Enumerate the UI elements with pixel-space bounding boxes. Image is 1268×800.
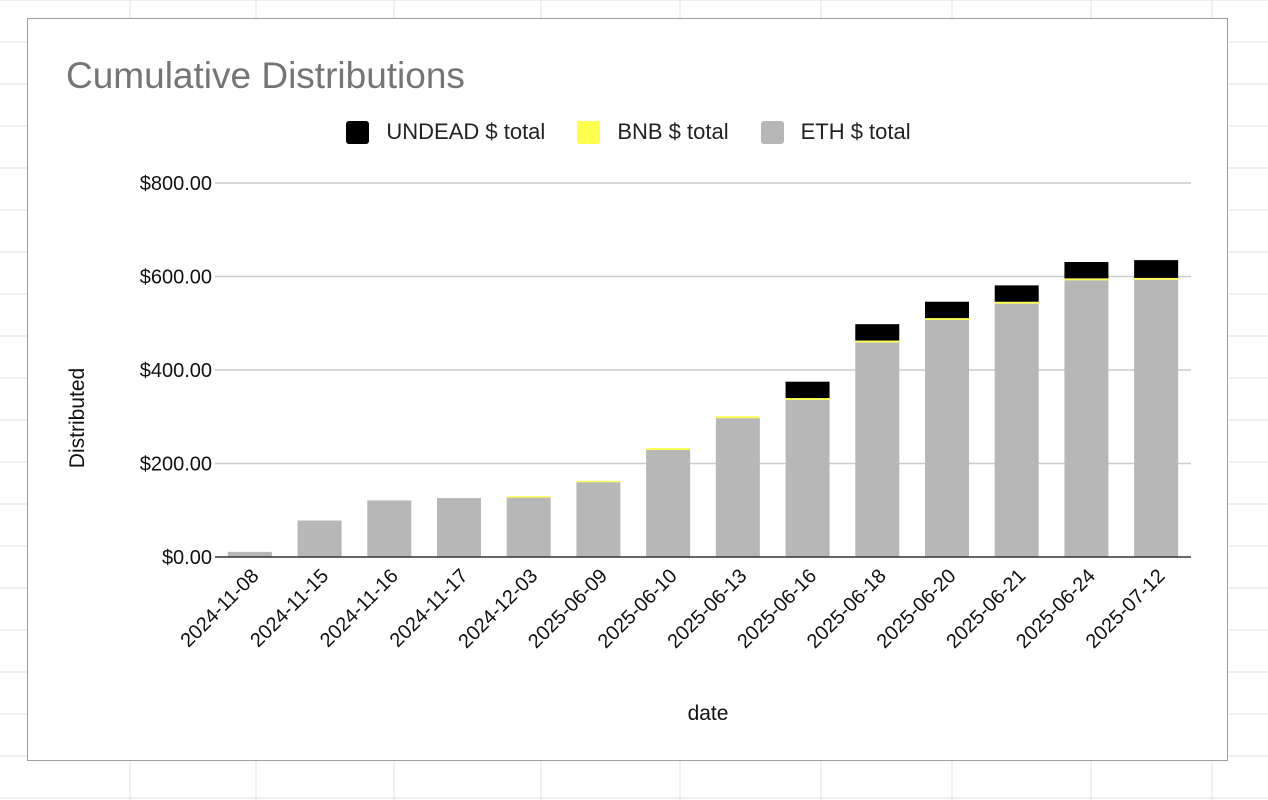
bar-undead [1064,262,1109,279]
legend-label-bnb: BNB $ total [617,119,729,144]
bar-bnb [715,416,760,419]
bar-undead [785,381,830,399]
bar-eth [437,498,481,557]
bar-bnb [1134,277,1179,280]
bar-bnb [994,301,1039,304]
legend-item-bnb[interactable]: BNB $ total [577,119,729,145]
chart-card[interactable]: Cumulative Distributions UNDEAD $ total … [27,18,1228,761]
legend-swatch-bnb [577,120,601,144]
x-axis-title: date [688,702,729,725]
legend-swatch-undead [346,120,370,144]
bar-eth [367,500,412,557]
legend-item-undead[interactable]: UNDEAD $ total [346,119,545,145]
legend: UNDEAD $ total BNB $ total ETH $ total [28,119,1229,145]
y-tick-label: $800.00 [140,173,212,195]
bar-eth [576,482,621,557]
legend-swatch-eth [760,120,784,144]
bar-eth [925,319,969,557]
bar-bnb [855,340,900,343]
bar-undead [855,324,900,341]
plot-area: $0.00$200.00$400.00$600.00$800.002024-11… [66,173,1191,725]
bar-eth [715,418,760,557]
bar-eth [855,342,900,557]
bar-eth [994,303,1039,557]
bar-bnb [785,398,830,400]
bar-eth [1064,280,1109,557]
legend-label-eth: ETH $ total [800,119,911,144]
bar-bnb [925,318,969,320]
legend-item-eth[interactable]: ETH $ total [760,119,911,145]
bar-eth [646,449,691,557]
bar-eth [227,551,272,557]
bar-undead [994,285,1039,302]
bar-bnb [1064,278,1109,281]
bar-eth [297,520,342,557]
bar-eth [506,497,551,557]
bar-undead [925,301,969,319]
bar-bnb [646,448,691,450]
y-tick-label: $0.00 [162,547,212,569]
bar-undead [1134,260,1179,278]
y-tick-label: $200.00 [140,454,212,476]
chart-title: Cumulative Distributions [66,55,465,96]
legend-label-undead: UNDEAD $ total [386,119,546,144]
y-tick-label: $600.00 [140,267,212,289]
bar-eth [1134,279,1179,557]
bar-bnb [576,480,621,483]
bar-bnb [506,496,551,498]
bar-eth [785,399,830,557]
y-axis-title: Distributed [66,368,89,468]
y-tick-label: $400.00 [140,360,212,382]
